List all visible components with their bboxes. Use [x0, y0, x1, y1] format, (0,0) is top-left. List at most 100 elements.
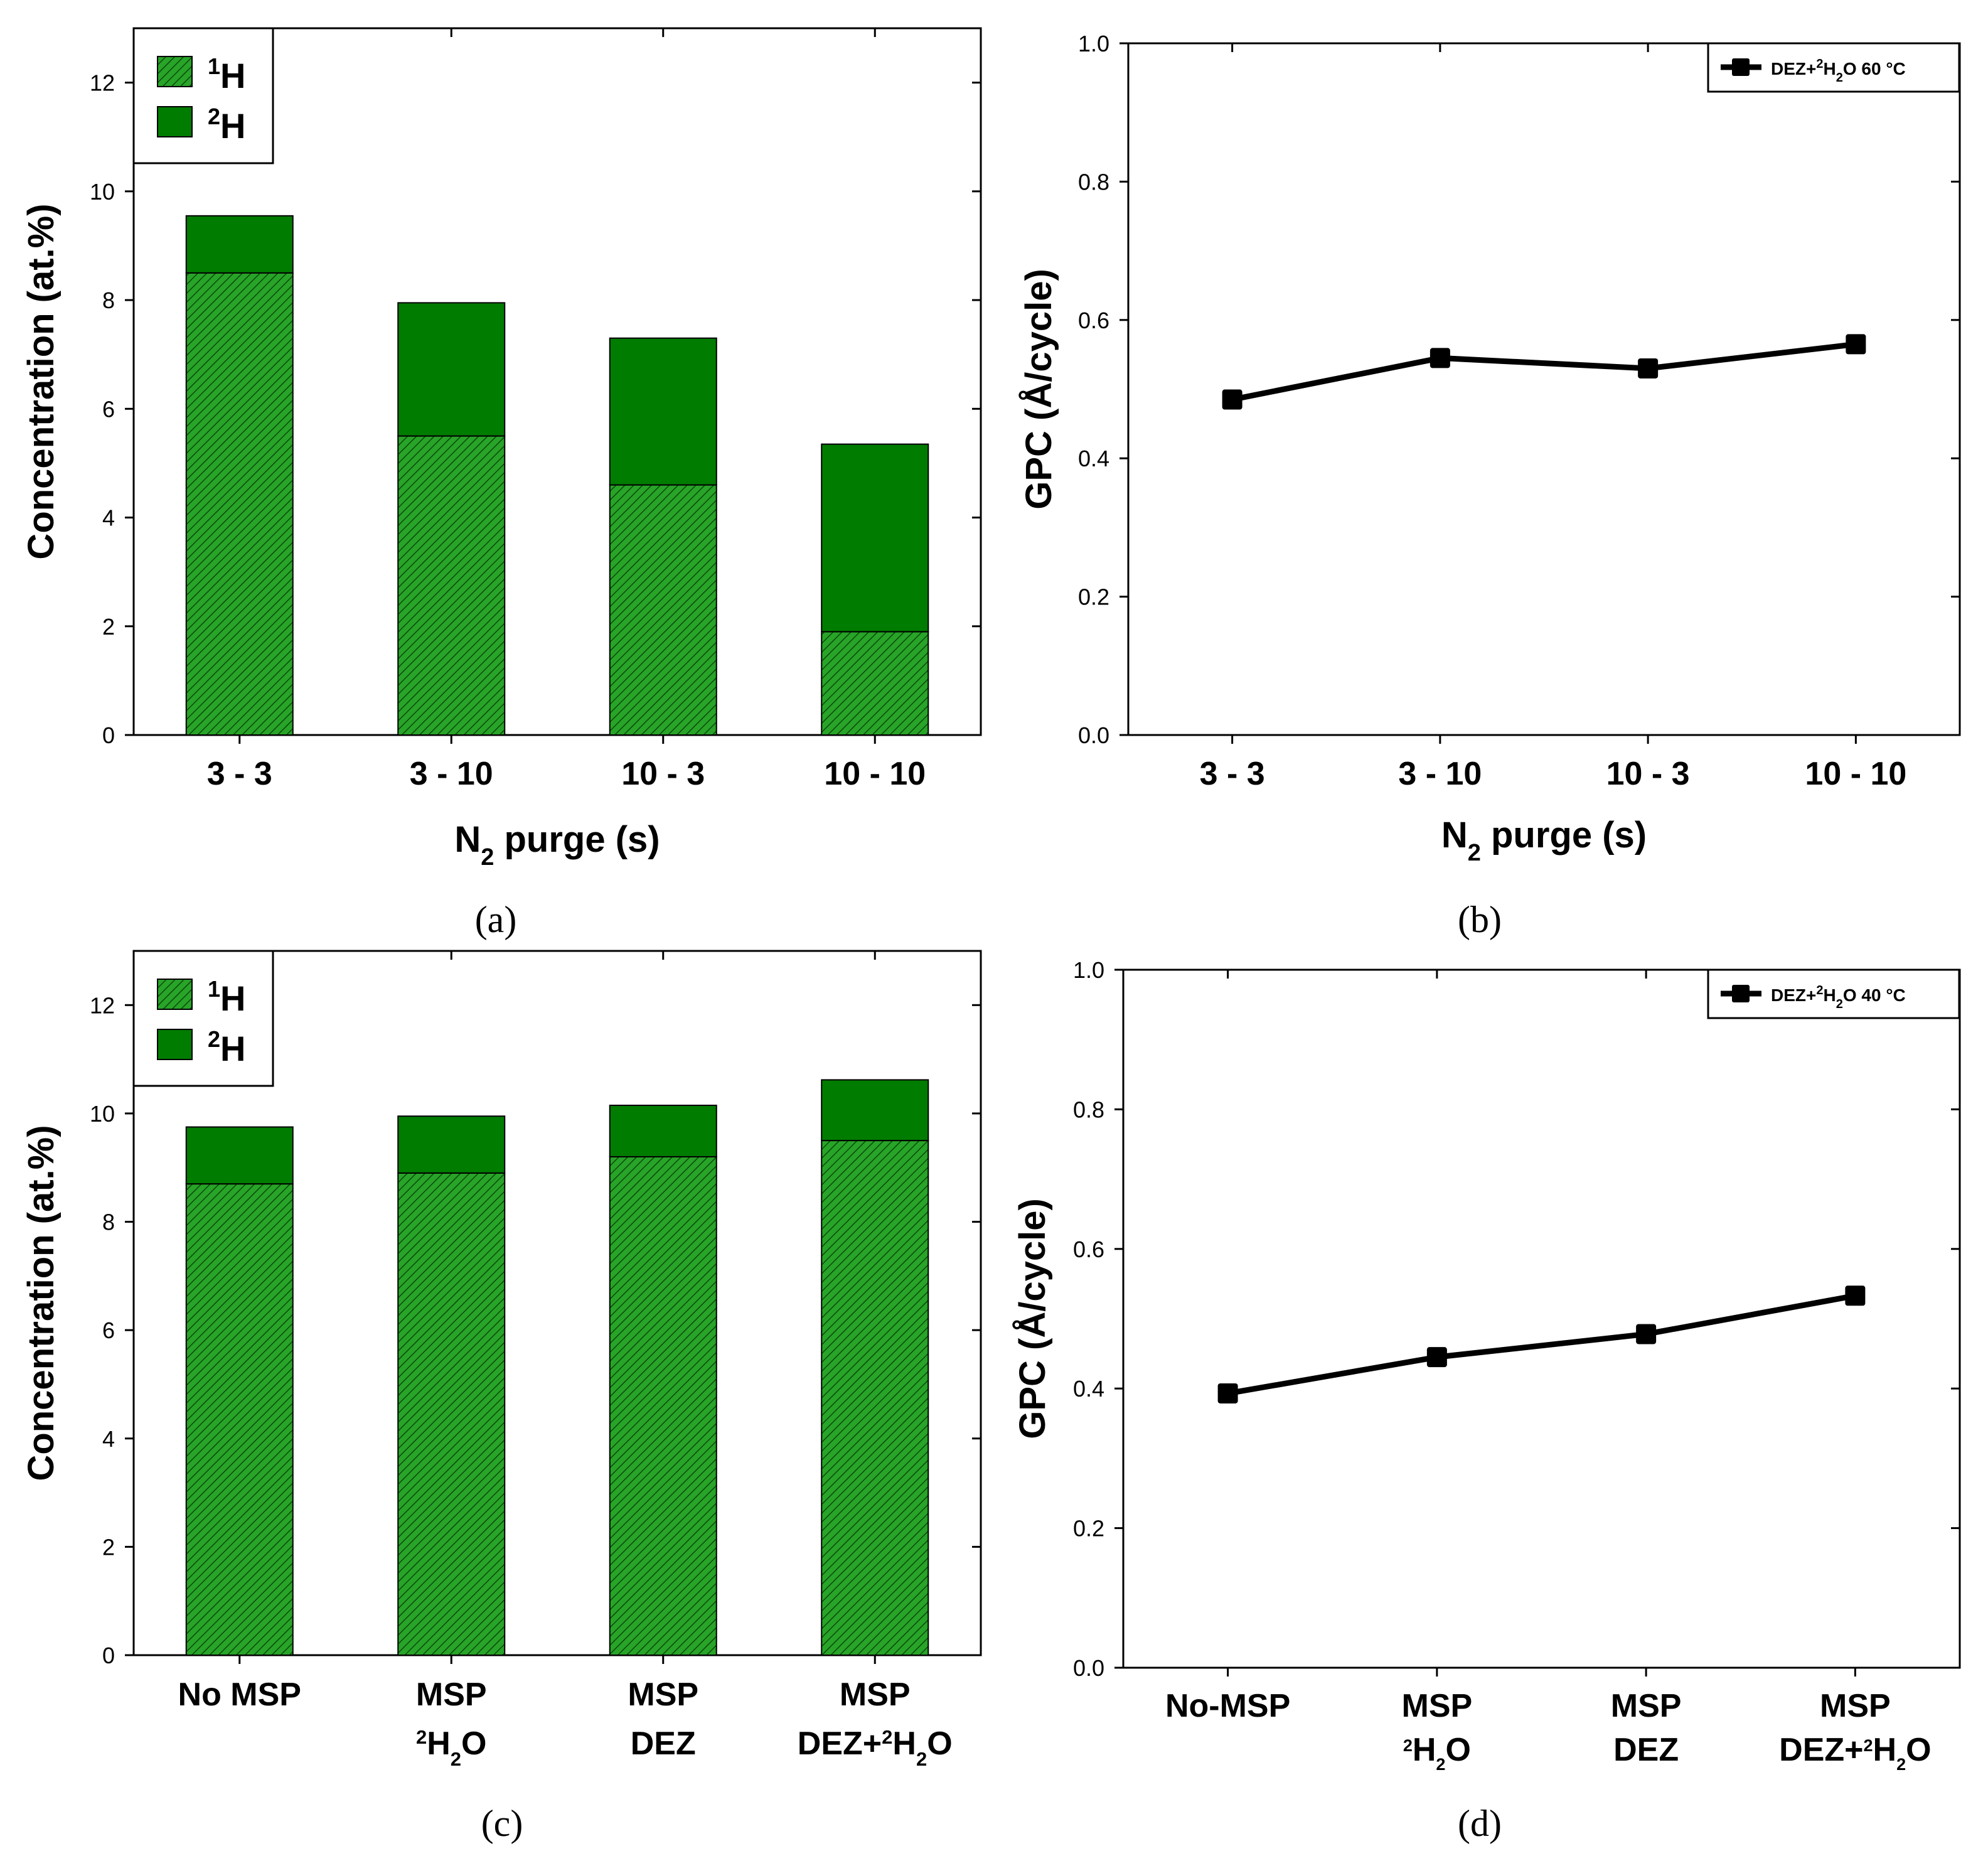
bar-2H-3 [821, 443, 929, 633]
x-tick-label: 10 - 10 [1805, 756, 1906, 792]
bar-2H-0 [185, 215, 294, 274]
y-axis-title: Concentration (at.%) [21, 1125, 61, 1481]
bar-1H-1 [397, 435, 506, 736]
bar-2H-1 [397, 1115, 506, 1174]
legend-swatch-2H [157, 1029, 193, 1060]
y-tick-label: 0.2 [1078, 584, 1109, 610]
legend-marker [1732, 58, 1750, 76]
y-tick-label: 1.0 [1078, 31, 1109, 56]
panel-caption: (b) [1458, 899, 1502, 940]
legend: DEZ+2H2O 60 °C [1707, 42, 1960, 93]
bar-1H-2 [609, 484, 717, 736]
x-axis-title: N2 purge (s) [454, 819, 660, 871]
y-tick-label: 2 [102, 1534, 115, 1560]
x-tick-label: MSP [628, 1677, 698, 1713]
bar-2H-1 [397, 302, 506, 437]
y-tick-label: 0.8 [1073, 1097, 1104, 1122]
series-line [1231, 341, 1856, 402]
y-tick-label: 12 [90, 992, 115, 1018]
bar-2H-2 [609, 1104, 717, 1157]
legend-label-1H: 1H [208, 976, 245, 1018]
data-point-1 [1430, 348, 1450, 368]
chart-d: 0.0 0.2 0.4 0.6 0.8 1.0 No-MSP MSP 2H2O MSP DEZ MSP… [1012, 957, 1961, 1844]
chart-a: 0 2 4 6 8 10 12 3 - 3 3 - 10 10 - 3 10 - 10 Concent… [21, 27, 982, 940]
y-tick-label: 10 [90, 179, 115, 205]
x-tick-label: MSP [1402, 1688, 1473, 1724]
legend-marker [1732, 985, 1750, 1002]
y-tick-label: 0.6 [1073, 1237, 1104, 1262]
x-tick-label: 3 - 10 [1398, 756, 1482, 792]
y-tick-label: 0.4 [1078, 446, 1109, 471]
y-tick-label: 0.8 [1078, 169, 1109, 195]
legend-swatch-1H [157, 979, 193, 1010]
chart-c: 0 2 4 6 8 10 12 No MSP MSP 2H2O MSP DEZ MSP DEZ+2H2O C… [21, 950, 982, 1844]
bar-1H-3 [821, 631, 929, 736]
y-tick-label: 2 [102, 614, 115, 640]
data-point-2 [1636, 1324, 1657, 1344]
panel-caption: (d) [1458, 1803, 1502, 1844]
x-tick-label: No-MSP [1165, 1688, 1290, 1724]
y-tick-label: 0.6 [1078, 308, 1109, 333]
plot-frame [132, 950, 982, 1656]
bar-2H-2 [609, 337, 717, 486]
panel-caption: (a) [475, 899, 517, 940]
plot-frame [1127, 42, 1961, 736]
data-point-0 [1222, 389, 1242, 410]
data-point-0 [1217, 1383, 1238, 1403]
legend-label-2H: 2H [208, 1026, 245, 1068]
bar-1H-0 [185, 272, 294, 736]
y-tick-label: 0.0 [1073, 1655, 1104, 1681]
data-point-3 [1845, 1285, 1866, 1306]
y-axis-title: Concentration (at.%) [21, 203, 61, 559]
legend-label: DEZ+2H2O 40 °C [1771, 984, 1906, 1011]
bar-1H-3 [821, 1140, 929, 1656]
legend-label: DEZ+2H2O 60 °C [1771, 57, 1906, 85]
legend-box [132, 950, 274, 1087]
x-tick-label-line2: DEZ [1613, 1732, 1679, 1768]
y-tick-label: 0 [102, 1643, 115, 1668]
bar-2H-3 [821, 1079, 929, 1142]
x-tick-label: MSP [1820, 1688, 1891, 1724]
x-tick-label: MSP [840, 1677, 911, 1713]
legend-label-1H: 1H [208, 53, 245, 95]
x-tick-label-line2: 2H2O [416, 1725, 487, 1770]
y-tick-label: 12 [90, 70, 115, 96]
x-tick-label: 3 - 10 [410, 756, 493, 792]
x-tick-label: 3 - 3 [207, 756, 272, 792]
x-tick-label-line2: DEZ+2H2O [1779, 1732, 1931, 1774]
x-axis-title: N2 purge (s) [1441, 815, 1647, 866]
y-tick-label: 8 [102, 287, 115, 313]
chart-b: 0.0 0.2 0.4 0.6 0.8 1.0 3 - 3 3 - 10 10 - 3 10 - … [1018, 31, 1961, 940]
y-tick-label: 0.2 [1073, 1516, 1104, 1542]
legend-swatch-1H [157, 56, 193, 87]
x-tick-label: MSP [416, 1677, 487, 1713]
y-tick-label: 6 [102, 1317, 115, 1343]
y-tick-label: 10 [90, 1101, 115, 1127]
legend-box [132, 27, 274, 164]
legend-label-2H: 2H [208, 104, 245, 146]
y-tick-label: 6 [102, 396, 115, 422]
x-tick-label: 10 - 10 [824, 756, 926, 792]
y-tick-label: 0.0 [1078, 722, 1109, 748]
data-point-3 [1846, 334, 1866, 355]
x-tick-label: 10 - 3 [1606, 756, 1690, 792]
legend-swatch-2H [157, 106, 193, 137]
x-tick-label: No MSP [178, 1677, 301, 1713]
y-tick-label: 4 [102, 505, 115, 531]
x-tick-label-line2: DEZ+2H2O [798, 1725, 953, 1770]
y-tick-label: 8 [102, 1210, 115, 1235]
y-tick-label: 4 [102, 1426, 115, 1452]
bar-1H-0 [185, 1183, 294, 1656]
data-point-1 [1426, 1347, 1447, 1368]
y-tick-label: 0 [102, 722, 115, 748]
x-tick-label: MSP [1611, 1688, 1682, 1724]
series-line [1227, 1292, 1856, 1397]
panel-caption: (c) [481, 1803, 523, 1844]
data-point-2 [1638, 358, 1659, 378]
y-axis-title: GPC (Å/cycle) [1018, 269, 1059, 510]
x-tick-label: 10 - 3 [621, 756, 705, 792]
x-tick-label-line2: DEZ [631, 1725, 696, 1762]
